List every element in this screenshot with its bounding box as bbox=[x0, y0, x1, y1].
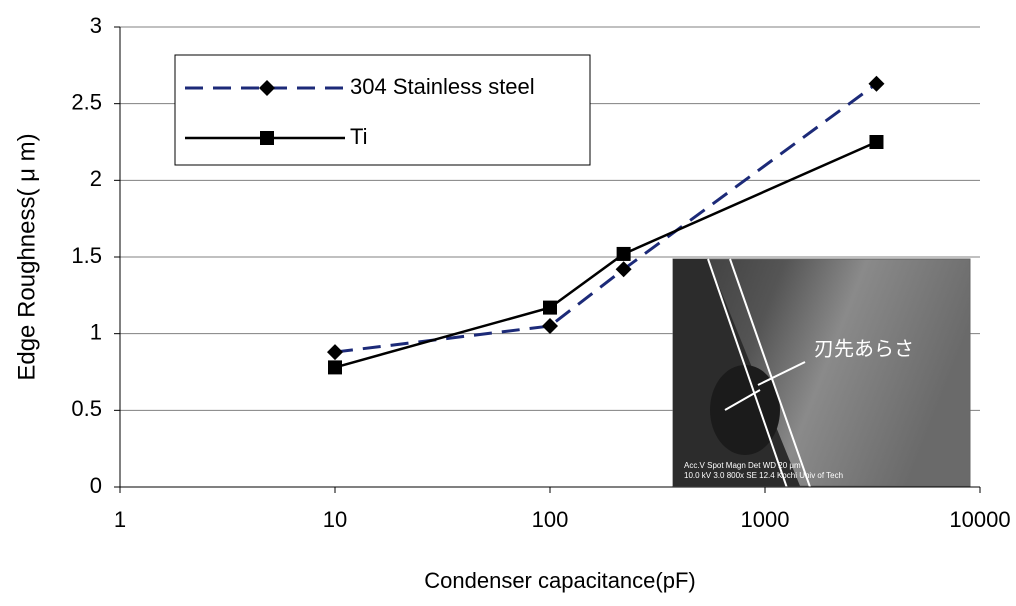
x-tick-label: 1000 bbox=[741, 507, 790, 532]
x-tick-label: 1 bbox=[114, 507, 126, 532]
x-tick-label: 10 bbox=[323, 507, 347, 532]
y-tick-label: 0 bbox=[90, 473, 102, 498]
marker bbox=[327, 344, 343, 361]
y-axis-title: Edge Roughness( μ m) bbox=[13, 133, 40, 380]
x-tick-label: 10000 bbox=[949, 507, 1010, 532]
arrow bbox=[724, 389, 761, 411]
edge-line bbox=[729, 258, 851, 602]
y-tick-label: 1.5 bbox=[71, 243, 102, 268]
y-tick-label: 2 bbox=[90, 166, 102, 191]
legend-label: 304 Stainless steel bbox=[350, 74, 535, 99]
y-tick-label: 0.5 bbox=[71, 396, 102, 421]
inset-caption: Acc.V Spot Magn Det WD 20 μm bbox=[684, 461, 801, 470]
marker bbox=[328, 360, 342, 375]
y-tick-label: 1 bbox=[90, 319, 102, 344]
marker bbox=[542, 318, 558, 334]
legend-box bbox=[174, 54, 591, 166]
sem-spot bbox=[710, 365, 780, 455]
inset-image: 刃先あらさ Acc.V Spot Magn Det WD 20 μm 10.0 … bbox=[672, 258, 971, 602]
marker bbox=[616, 246, 631, 261]
x-axis-title: Condenser capacitance(pF) bbox=[424, 568, 695, 593]
series-line bbox=[334, 82, 878, 354]
legend-label: Ti bbox=[350, 124, 368, 149]
x-tick-label: 100 bbox=[532, 507, 569, 532]
legend-marker bbox=[259, 80, 275, 96]
series-line bbox=[334, 140, 877, 369]
edge-line bbox=[707, 258, 827, 602]
arrow bbox=[757, 361, 806, 386]
y-tick-label: 3 bbox=[90, 13, 102, 38]
marker bbox=[615, 261, 632, 278]
inset-label: 刃先あらさ bbox=[814, 337, 914, 360]
marker bbox=[868, 75, 885, 92]
marker bbox=[543, 300, 557, 315]
inset-caption: 10.0 kV 3.0 800x SE 12.4 Kochi Univ of T… bbox=[684, 471, 843, 480]
y-tick-label: 2.5 bbox=[71, 89, 102, 114]
marker bbox=[869, 135, 884, 149]
legend-marker bbox=[260, 131, 274, 145]
